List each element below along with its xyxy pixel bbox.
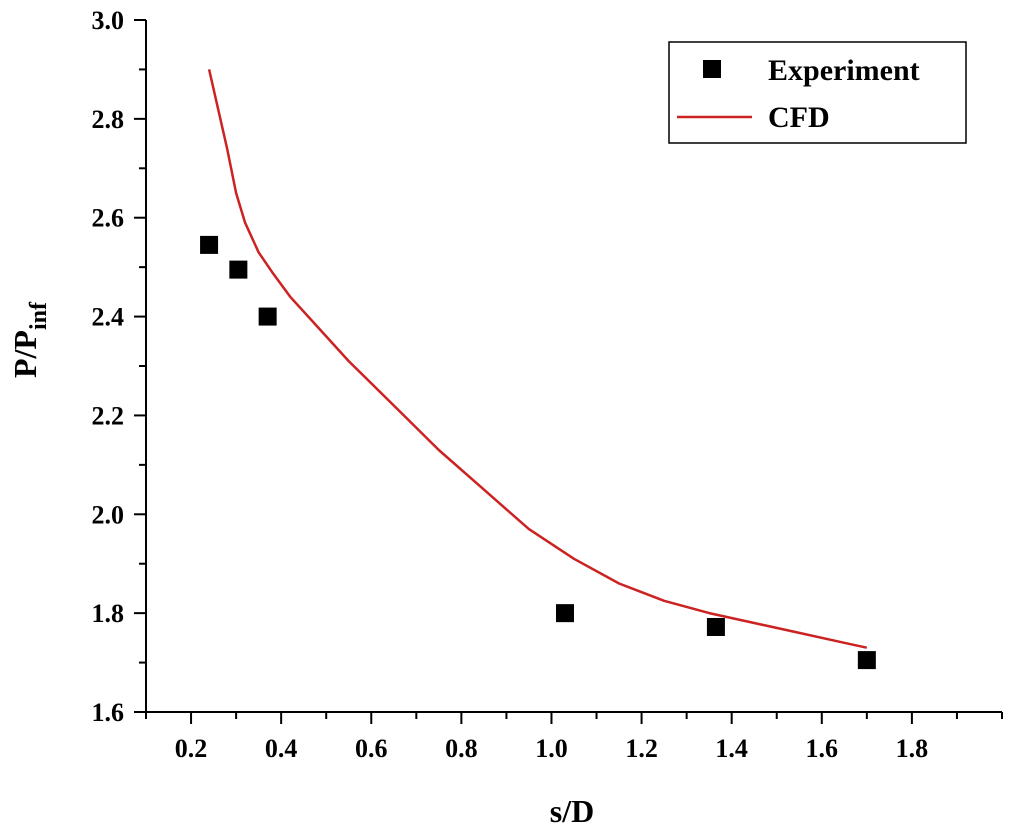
x-tick-label: 0.4 xyxy=(265,734,298,763)
experiment-point xyxy=(706,617,725,636)
x-tick-label: 0.2 xyxy=(175,734,208,763)
legend-label-experiment: Experiment xyxy=(768,54,920,87)
experiment-point xyxy=(857,651,876,670)
y-axis-ticks: 1.6 1.8 2.0 2.2 2.4 2.6 2.8 3.0 xyxy=(92,6,146,727)
y-axis-title: P/Pinf xyxy=(7,301,52,378)
experiment-point xyxy=(200,235,219,254)
y-tick-label: 2.6 xyxy=(92,204,125,233)
x-tick-label: 1.8 xyxy=(896,734,929,763)
legend-box xyxy=(668,41,967,144)
x-axis-ticks: 0.2 0.4 0.6 0.8 1.0 1.2 1.4 1.6 1.8 xyxy=(145,712,1003,763)
cfd-series xyxy=(207,69,868,649)
y-tick-label: 2.2 xyxy=(92,401,125,430)
experiment-point xyxy=(258,307,277,326)
cfd-line xyxy=(207,69,868,649)
x-tick-label: 1.6 xyxy=(806,734,839,763)
y-tick-label: 2.0 xyxy=(92,500,125,529)
legend: Experiment CFD xyxy=(668,41,967,144)
y-axis-title-sub: inf xyxy=(26,301,52,330)
experiment-point xyxy=(229,260,248,279)
x-tick-label: 1.4 xyxy=(715,734,748,763)
y-axis-title-main: P/P xyxy=(7,330,43,378)
x-tick-label: 1.0 xyxy=(535,734,568,763)
experiment-series xyxy=(200,235,876,670)
y-tick-label: 2.8 xyxy=(92,105,125,134)
x-tick-label: 1.2 xyxy=(625,734,658,763)
y-tick-label: 3.0 xyxy=(92,6,125,35)
y-tick-label: 1.8 xyxy=(92,599,125,628)
x-axis-title: s/D xyxy=(550,793,594,829)
x-tick-label: 0.6 xyxy=(355,734,388,763)
legend-marker-experiment xyxy=(703,60,721,78)
y-tick-label: 2.4 xyxy=(92,303,125,332)
y-tick-label: 1.6 xyxy=(92,698,125,727)
legend-label-cfd: CFD xyxy=(768,101,830,134)
experiment-point xyxy=(555,604,574,623)
x-tick-label: 0.8 xyxy=(445,734,478,763)
